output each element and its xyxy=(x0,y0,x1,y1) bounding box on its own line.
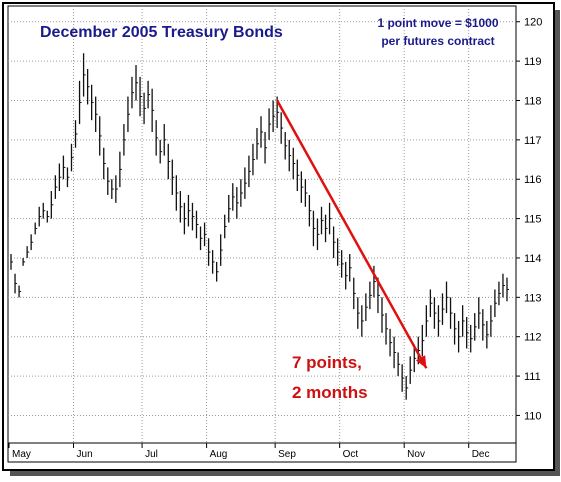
x-tick-label: Sep xyxy=(278,449,296,460)
y-tick-label: 115 xyxy=(524,214,542,226)
y-tick-label: 119 xyxy=(524,56,542,68)
chart-title: December 2005 Treasury Bonds xyxy=(40,24,283,41)
trendline xyxy=(276,99,428,369)
plot-area xyxy=(7,5,517,444)
trend-arrow-head xyxy=(415,355,427,369)
y-tick-label: 117 xyxy=(524,135,542,147)
price-bars xyxy=(10,53,509,400)
chart-note-line2: per futures contract xyxy=(381,34,494,48)
x-axis: May Jun Jul Aug Sep Oct Nov Dec xyxy=(8,443,490,460)
grid-lines xyxy=(8,6,516,443)
annotation-line1: 7 points, xyxy=(292,353,362,372)
x-axis-strip xyxy=(7,442,517,463)
annotation-line2: 2 months xyxy=(292,383,368,402)
y-tick-label: 120 xyxy=(524,17,542,29)
x-tick-label: Oct xyxy=(343,449,359,460)
x-tick-label: Dec xyxy=(472,449,490,460)
y-tick-label: 116 xyxy=(524,174,542,186)
x-tick-label: Nov xyxy=(407,449,425,460)
y-tick-label: 112 xyxy=(524,332,542,344)
x-tick-label: May xyxy=(12,449,31,460)
y-tick-label: 114 xyxy=(524,253,542,265)
x-tick-label: Jul xyxy=(145,449,158,460)
trend-arrow-line xyxy=(276,99,428,369)
y-tick-label: 118 xyxy=(524,95,542,107)
chart-note-line1: 1 point move = $1000 xyxy=(377,16,498,30)
y-tick-label: 113 xyxy=(524,292,542,304)
y-tick-label: 111 xyxy=(524,371,541,383)
x-tick-label: Aug xyxy=(210,449,228,460)
x-tick-label: Jun xyxy=(77,449,93,460)
y-axis: 110 111 112 113 114 115 116 117 118 119 120 xyxy=(516,17,542,422)
y-tick-label: 110 xyxy=(524,410,542,422)
